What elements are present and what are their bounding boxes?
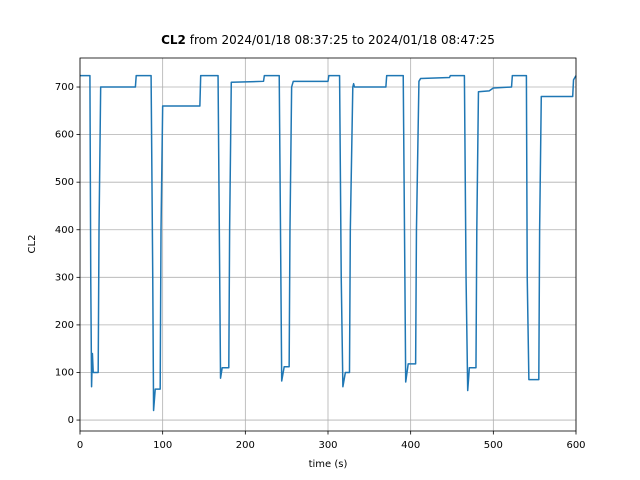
y-tick-label: 200	[55, 320, 74, 331]
y-tick-label: 300	[55, 272, 74, 283]
x-tick-label: 100	[153, 440, 172, 451]
y-tick-label: 400	[55, 225, 74, 236]
x-tick-label: 0	[77, 440, 83, 451]
y-tick-label: 700	[55, 82, 74, 93]
y-tick-label: 0	[68, 415, 74, 426]
y-tick-label: 100	[55, 367, 74, 378]
x-tick-label: 400	[401, 440, 420, 451]
chart-title: CL2 from 2024/01/18 08:37:25 to 2024/01/…	[161, 33, 495, 47]
x-axis-label: time (s)	[309, 459, 348, 470]
data-line	[80, 74, 577, 412]
y-axis-label: CL2	[27, 235, 38, 254]
title-bold: CL2	[161, 33, 186, 47]
x-tick-label: 300	[318, 440, 337, 451]
x-tick-label: 500	[484, 440, 503, 451]
axes-frame	[79, 57, 577, 432]
title-text: from 2024/01/18 08:37:25 to 2024/01/18 0…	[190, 33, 495, 47]
y-tick-label: 500	[55, 177, 74, 188]
x-tick-label: 200	[236, 440, 255, 451]
x-tick-label: 600	[566, 440, 585, 451]
y-tick-label: 600	[55, 130, 74, 141]
